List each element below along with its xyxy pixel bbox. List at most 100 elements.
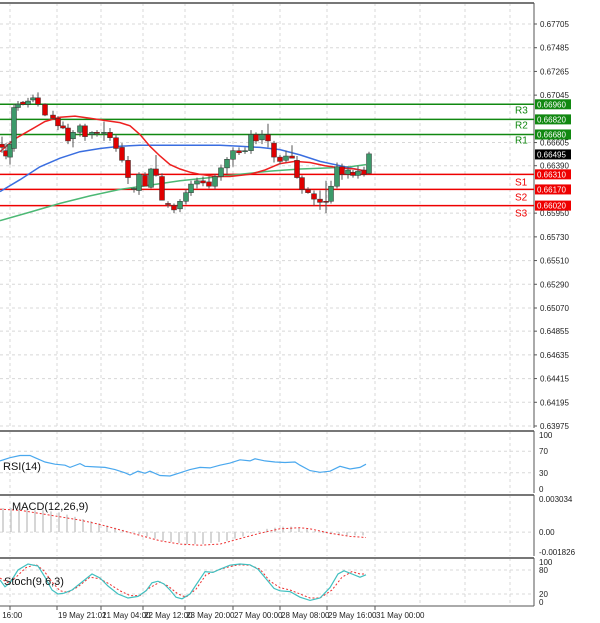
candle[interactable] bbox=[70, 130, 76, 148]
candle[interactable] bbox=[265, 123, 271, 148]
candle[interactable] bbox=[339, 163, 345, 180]
candle[interactable] bbox=[294, 156, 300, 179]
candle[interactable] bbox=[311, 190, 317, 206]
price-tick-label: 0.64195 bbox=[540, 398, 569, 407]
candle[interactable] bbox=[212, 174, 218, 190]
candle[interactable] bbox=[188, 180, 194, 196]
level-label-s1: S1 bbox=[515, 177, 528, 188]
candle[interactable] bbox=[171, 203, 177, 214]
rsi-panel[interactable]: 100 70 30 0 RSI(14) bbox=[0, 430, 553, 494]
candle[interactable] bbox=[42, 103, 48, 117]
candle[interactable] bbox=[15, 101, 21, 111]
candle[interactable] bbox=[242, 147, 248, 154]
candle-body bbox=[25, 100, 31, 105]
candle[interactable] bbox=[289, 145, 295, 159]
candle[interactable] bbox=[355, 165, 361, 179]
candle[interactable] bbox=[305, 187, 311, 194]
candle[interactable] bbox=[11, 104, 17, 152]
candle-body bbox=[265, 134, 271, 142]
candle[interactable] bbox=[165, 201, 171, 208]
level-label-r2: R2 bbox=[515, 120, 528, 131]
candle-body bbox=[206, 181, 212, 187]
price-tick-label: 0.65730 bbox=[540, 233, 569, 242]
macd-panel[interactable]: 0.003034 0.00 -0.001826 MACD(12,26,9) bbox=[0, 494, 576, 557]
candle[interactable] bbox=[153, 154, 159, 177]
candle[interactable] bbox=[206, 176, 212, 189]
candle[interactable] bbox=[194, 177, 200, 189]
candle[interactable] bbox=[107, 128, 113, 141]
candle[interactable] bbox=[317, 190, 323, 210]
candle-body bbox=[119, 147, 125, 161]
stoch-tick-label: 0 bbox=[539, 598, 544, 607]
candle[interactable] bbox=[283, 150, 289, 163]
candle[interactable] bbox=[183, 189, 189, 205]
price-tick-label: 0.64855 bbox=[540, 327, 569, 336]
candle[interactable] bbox=[60, 121, 66, 130]
stoch-indicator-label: Stoch(9,6,3) bbox=[4, 576, 64, 588]
candle[interactable] bbox=[218, 164, 224, 181]
candle[interactable] bbox=[159, 173, 165, 201]
candle-body bbox=[165, 203, 171, 205]
candle[interactable] bbox=[125, 156, 131, 185]
candle-body bbox=[200, 180, 206, 184]
candle[interactable] bbox=[236, 147, 242, 155]
price-tick-label: 0.66605 bbox=[540, 139, 569, 148]
candle[interactable] bbox=[366, 151, 372, 175]
candle[interactable] bbox=[271, 140, 277, 163]
candle[interactable] bbox=[35, 92, 41, 107]
price-panel[interactable]: 0.67705 0.67485 0.67265 0.67045 0.66605 0.663… bbox=[0, 2, 571, 431]
candle[interactable] bbox=[328, 180, 334, 204]
candle-body bbox=[345, 169, 351, 175]
candle[interactable] bbox=[224, 157, 230, 175]
candle[interactable] bbox=[50, 110, 56, 120]
macd-tick-label: 0.00 bbox=[539, 528, 555, 537]
time-tick-label: 21 May 04:00 bbox=[102, 611, 151, 620]
rsi-tick-label: 0 bbox=[539, 485, 544, 494]
candle-body bbox=[11, 107, 17, 149]
candle-body bbox=[101, 132, 107, 134]
macd-indicator-label: MACD(12,26,9) bbox=[12, 501, 88, 513]
candle[interactable] bbox=[94, 130, 100, 137]
candle-body bbox=[77, 125, 83, 133]
candle-body bbox=[194, 180, 200, 185]
candle-body bbox=[236, 150, 242, 154]
candle[interactable] bbox=[177, 199, 183, 213]
candle-body bbox=[15, 104, 21, 108]
price-tick-label: 0.65950 bbox=[540, 209, 569, 218]
candle[interactable] bbox=[142, 172, 148, 187]
candle[interactable] bbox=[7, 140, 13, 165]
level-price-tag bbox=[535, 114, 571, 125]
candle[interactable] bbox=[200, 176, 206, 187]
candle[interactable] bbox=[334, 162, 340, 189]
candle[interactable] bbox=[148, 167, 154, 189]
rsi-tick-label: 100 bbox=[539, 431, 553, 440]
candle[interactable] bbox=[299, 175, 305, 194]
candle[interactable] bbox=[25, 97, 31, 108]
candle-body bbox=[131, 188, 137, 190]
candle[interactable] bbox=[55, 116, 61, 131]
candle[interactable] bbox=[230, 147, 236, 167]
candle-body bbox=[7, 143, 13, 158]
candle[interactable] bbox=[119, 143, 125, 163]
current-price-tag bbox=[535, 149, 571, 160]
candle[interactable] bbox=[259, 130, 265, 145]
candle[interactable] bbox=[136, 172, 142, 195]
candle-body bbox=[177, 201, 183, 210]
price-tick-label: 0.67045 bbox=[540, 91, 569, 100]
candle[interactable] bbox=[277, 154, 283, 165]
candle-body bbox=[334, 166, 340, 187]
candle[interactable] bbox=[101, 121, 107, 141]
candle[interactable] bbox=[0, 136, 5, 153]
candle-body bbox=[253, 134, 259, 142]
candle[interactable] bbox=[323, 180, 329, 214]
candle[interactable] bbox=[253, 132, 259, 145]
candle-body bbox=[55, 118, 61, 127]
candle[interactable] bbox=[113, 134, 119, 152]
stoch-signal-line bbox=[0, 563, 366, 599]
candle-body bbox=[294, 160, 300, 178]
candle[interactable] bbox=[82, 123, 88, 141]
candle[interactable] bbox=[248, 130, 254, 154]
